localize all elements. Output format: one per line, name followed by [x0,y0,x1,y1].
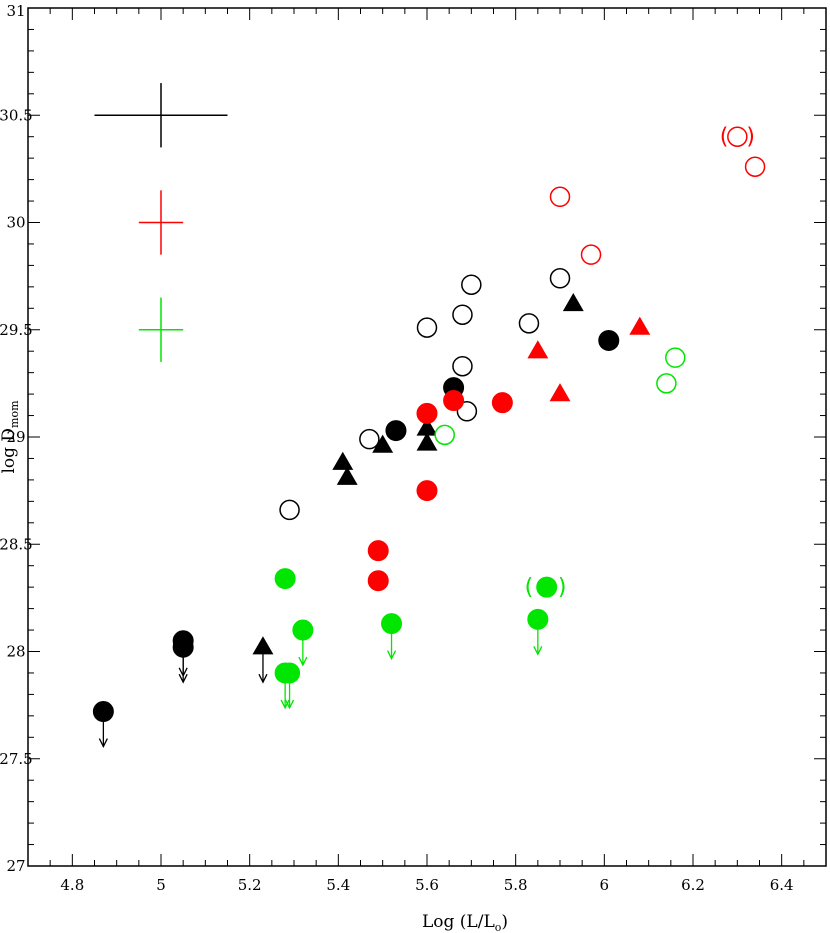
black-upper-limit-arrowhead [98,738,108,749]
black-filled-triangle-point [372,434,394,453]
x-tick-label: 5.4 [326,876,350,894]
green-open-circle-point [665,347,686,368]
green-filled-circle-point [279,662,301,684]
black-upper-limit-arrowhead [178,673,188,684]
black-open-circle-point [452,304,473,325]
error-bar-legend [94,83,228,362]
black-filled-triangle-point [252,636,274,655]
black-filled-triangle-point [336,466,358,485]
black-open-circle-point [452,355,473,377]
axis-ticks [27,7,827,867]
black-open-circle-point [279,499,300,521]
black-open-circle-point [359,428,380,450]
black-open-circle-point [461,274,482,295]
black-filled-circle-point [172,636,194,658]
x-tick-label: 5.2 [238,876,262,894]
red-filled-circle-point [367,540,389,562]
data-points [92,126,766,749]
green-upper-limit-arrowhead [386,650,397,661]
y-tick-label: 30.5 [0,106,33,124]
y-axis-title-main: log D [0,428,19,474]
black-open-circle-point [549,268,571,289]
y-tick-label: 28.5 [0,535,33,553]
y-tick-label: 29 [6,428,25,446]
y-axis-title-sub: mom [8,400,21,428]
black-filled-circle-point [385,420,407,442]
y-tick-label: 30 [6,214,25,232]
x-axis-title: Log (L/Lo) [422,912,508,933]
green-filled-circle-point [381,613,403,635]
y-tick-label: 31 [6,2,25,20]
black-open-circle-point [518,313,540,334]
black-filled-triangle-point [416,417,438,436]
x-tick-label: 6.2 [681,876,705,894]
black-filled-triangle-point [562,293,584,312]
y-tick-label: 27 [6,857,25,875]
x-tick-label: 5 [156,876,166,894]
red-filled-circle-point [416,480,438,502]
red-filled-triangle-point [549,383,571,402]
black-filled-triangle-point [332,451,354,470]
x-axis-title-main: Log (L/L [422,912,495,932]
green-filled-circle-point [536,576,558,598]
red-filled-triangle-point [629,316,651,335]
y-tick-label: 27.5 [0,750,33,768]
x-axis-title-sub: o [495,921,502,933]
parenthesis-annotation: ) [746,125,755,150]
black-filled-circle-point [92,701,114,723]
x-tick-label: 5.8 [504,876,528,894]
annotations: () () [525,125,755,600]
green-filled-circle-point [527,608,549,630]
x-tick-label: 5.6 [415,876,439,894]
green-filled-circle-point [274,568,296,590]
black-filled-triangle-point [416,432,438,451]
x-axis-title-close: ) [501,912,508,932]
black-upper-limit-arrowhead [258,673,268,684]
red-filled-circle-point [367,570,389,592]
y-tick-label: 28 [6,643,25,661]
red-open-circle-point [549,186,571,208]
green-open-circle-point [434,424,455,446]
green-upper-limit-arrowhead [280,699,290,710]
red-open-circle-point [727,126,748,147]
red-filled-circle-point [443,390,465,412]
x-tick-label: 4.8 [60,876,84,894]
axis-tick-labels: 4.8 5 5.2 5.4 5.6 5.8 6 6.2 6.4 27 27.5 28 28.5 29 29.… [0,2,794,894]
parenthesis-annotation: ( [525,575,534,600]
green-upper-limit-arrowhead [284,699,295,710]
red-open-circle-point [744,156,766,177]
y-tick-label: 29.5 [0,321,33,339]
black-open-circle-point [416,317,438,338]
green-upper-limit-arrowhead [298,656,308,667]
red-filled-circle-point [416,402,438,424]
red-filled-circle-point [491,392,513,414]
parenthesis-annotation: ) [558,575,567,600]
y-axis-title: log Dmom [0,400,21,474]
black-filled-circle-point [598,329,620,351]
x-tick-label: 6.4 [770,876,794,894]
red-filled-triangle-point [527,340,549,359]
x-tick-label: 6 [600,876,610,894]
green-filled-circle-point [292,619,314,641]
green-open-circle-point [656,373,677,394]
parenthesis-annotation: ( [720,125,729,150]
green-upper-limit-arrowhead [533,646,543,656]
red-open-circle-point [580,244,602,265]
